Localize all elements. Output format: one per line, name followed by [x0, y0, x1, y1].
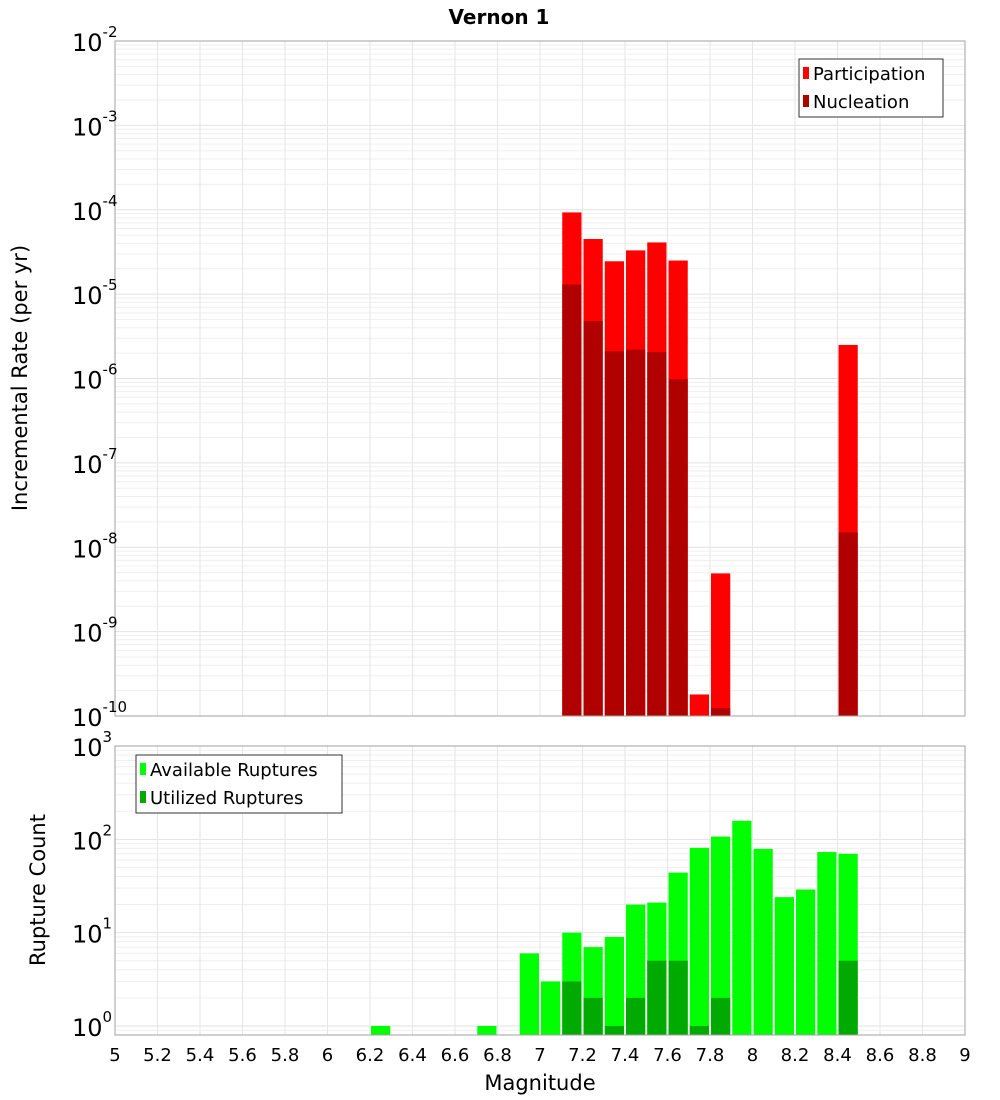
bar-nucleation — [711, 708, 731, 716]
bar-nucleation — [583, 321, 603, 716]
x-tick-label: 5.8 — [271, 1045, 300, 1066]
bar-utilized-ruptures — [689, 1025, 709, 1035]
x-tick-label: 7.4 — [611, 1045, 640, 1066]
bar-available-ruptures — [604, 936, 624, 1035]
x-tick-label: 6.4 — [398, 1045, 427, 1066]
y-tick-label: 10-6 — [72, 361, 118, 395]
bar-available-ruptures — [371, 1025, 391, 1035]
bar-utilized-ruptures — [647, 960, 667, 1035]
x-tick-label: 6.8 — [483, 1045, 512, 1066]
top-y-label: Incremental Rate (per yr) — [8, 245, 32, 511]
bar-participation — [689, 694, 709, 716]
bar-nucleation — [604, 351, 624, 716]
bar-available-ruptures — [711, 836, 731, 1035]
y-tick-label: 10-4 — [72, 192, 118, 226]
bar-available-ruptures — [519, 953, 539, 1035]
x-tick-label: 6 — [322, 1045, 333, 1066]
x-tick-label: 8 — [747, 1045, 758, 1066]
legend-label: Utilized Ruptures — [150, 788, 303, 809]
top-plot-frame — [114, 40, 966, 717]
bar-utilized-ruptures — [711, 997, 731, 1035]
bar-available-ruptures — [817, 852, 837, 1035]
bar-available-ruptures — [796, 889, 816, 1035]
y-tick-label: 10-5 — [72, 276, 118, 310]
x-tick-label: 7 — [534, 1045, 545, 1066]
legend-swatch — [803, 95, 809, 107]
bar-participation — [711, 573, 731, 716]
y-tick-label: 10-9 — [72, 614, 118, 648]
x-tick-label: 5 — [109, 1045, 120, 1066]
x-axis-label: Magnitude — [484, 1071, 595, 1095]
y-tick-label: 101 — [72, 915, 112, 949]
x-tick-label: 5.6 — [228, 1045, 257, 1066]
bar-available-ruptures — [541, 981, 561, 1035]
y-tick-label: 10-10 — [72, 698, 127, 732]
y-tick-label: 100 — [72, 1008, 112, 1042]
x-tick-label: 6.2 — [356, 1045, 385, 1066]
bar-available-ruptures — [774, 897, 794, 1035]
x-tick-label: 5.4 — [186, 1045, 215, 1066]
legend-swatch — [140, 763, 146, 775]
bar-nucleation — [668, 379, 688, 716]
bar-utilized-ruptures — [562, 981, 582, 1035]
bar-utilized-ruptures — [838, 960, 858, 1035]
bar-utilized-ruptures — [668, 960, 688, 1035]
y-tick-label: 10-2 — [72, 23, 118, 57]
bar-nucleation — [562, 284, 582, 716]
bar-available-ruptures — [732, 820, 752, 1035]
y-tick-label: 10-7 — [72, 445, 118, 479]
y-tick-label: 102 — [72, 821, 112, 855]
x-tick-label: 7.2 — [568, 1045, 597, 1066]
bar-available-ruptures — [477, 1025, 497, 1035]
chart-title: Vernon 1 — [449, 5, 550, 29]
x-tick-label: 8.6 — [866, 1045, 895, 1066]
y-tick-label: 103 — [72, 728, 112, 762]
x-tick-label: 9 — [959, 1045, 970, 1066]
bar-utilized-ruptures — [604, 1025, 624, 1035]
bar-utilized-ruptures — [583, 997, 603, 1035]
legend-label: Nucleation — [813, 92, 909, 113]
bar-available-ruptures — [689, 847, 709, 1035]
x-tick-label: 8.4 — [823, 1045, 852, 1066]
x-tick-label: 7.6 — [653, 1045, 682, 1066]
bar-nucleation — [647, 352, 667, 716]
bar-nucleation — [626, 349, 646, 716]
bottom-plot-frame — [114, 745, 966, 1036]
legend-label: Participation — [813, 64, 925, 85]
x-tick-label: 7.8 — [696, 1045, 725, 1066]
x-tick-label: 8.2 — [781, 1045, 810, 1066]
legend-label: Available Ruptures — [150, 760, 318, 781]
y-tick-label: 10-3 — [72, 107, 118, 141]
legend-box — [798, 58, 944, 118]
x-tick-label: 5.2 — [143, 1045, 172, 1066]
bar-utilized-ruptures — [626, 997, 646, 1035]
legend-swatch — [140, 791, 146, 803]
bottom-y-label: Rupture Count — [26, 814, 50, 966]
legend-box — [135, 754, 343, 814]
bar-available-ruptures — [753, 848, 773, 1035]
x-tick-label: 6.6 — [441, 1045, 470, 1066]
legend-swatch — [803, 67, 809, 79]
bar-nucleation — [838, 532, 858, 716]
x-tick-label: 8.8 — [908, 1045, 937, 1066]
y-tick-label: 10-8 — [72, 529, 118, 563]
